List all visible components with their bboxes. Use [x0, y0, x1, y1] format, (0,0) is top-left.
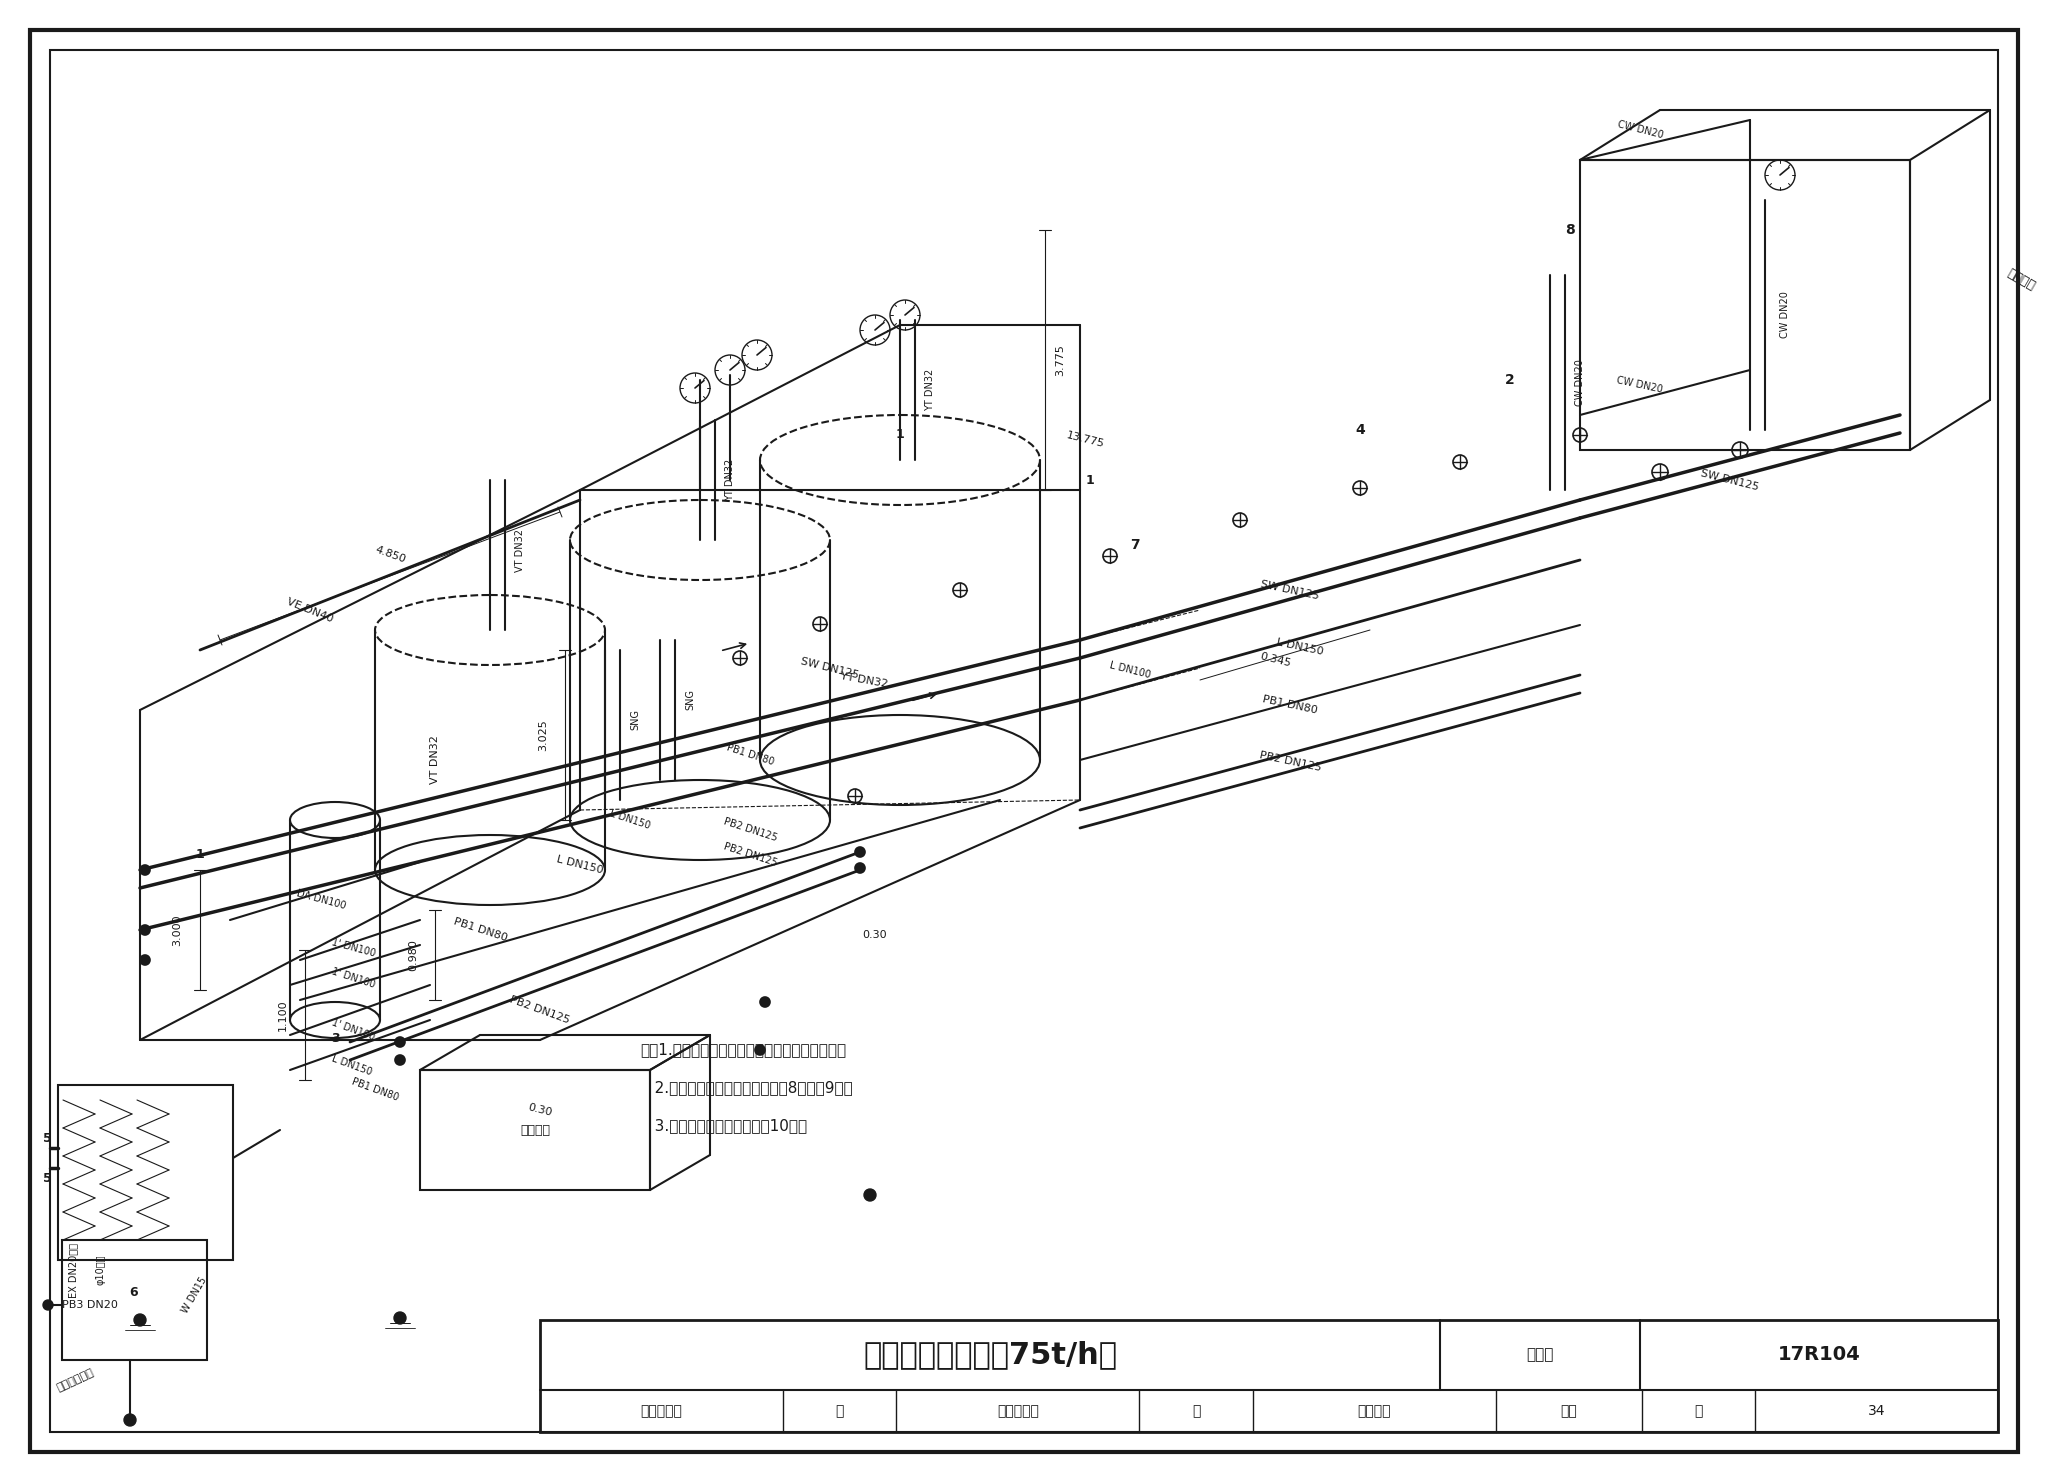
Circle shape	[756, 1045, 766, 1055]
Text: 页: 页	[1694, 1403, 1702, 1418]
Text: 心达: 心达	[1561, 1403, 1577, 1418]
Text: YT DN32: YT DN32	[840, 671, 889, 689]
Text: PB1 DN80: PB1 DN80	[350, 1077, 399, 1103]
Text: 3.775: 3.775	[1055, 344, 1065, 376]
Text: 管道连接示意图（75t/h）: 管道连接示意图（75t/h）	[862, 1341, 1116, 1369]
Circle shape	[139, 865, 150, 874]
Text: SW DN125: SW DN125	[1260, 579, 1321, 602]
Text: PB2 DN125: PB2 DN125	[723, 842, 778, 868]
Text: 3: 3	[330, 1031, 340, 1045]
Bar	[57, 1085, 233, 1260]
Text: VT DN32: VT DN32	[430, 735, 440, 784]
Text: 帆: 帆	[836, 1403, 844, 1418]
Bar	[61, 1240, 207, 1360]
Text: YT DN32: YT DN32	[926, 369, 936, 411]
Text: 6: 6	[129, 1285, 139, 1298]
Text: 7: 7	[1130, 538, 1141, 551]
Text: 审核车卫彤: 审核车卫彤	[641, 1403, 682, 1418]
Text: VE DN40: VE DN40	[285, 596, 334, 624]
Text: 5: 5	[43, 1131, 51, 1144]
Text: 软化水箱: 软化水箱	[2005, 267, 2038, 293]
Text: 3.管道名称及管段号详见第10页。: 3.管道名称及管段号详见第10页。	[639, 1119, 807, 1134]
Text: PB2 DN125: PB2 DN125	[508, 994, 571, 1026]
Text: CW DN20: CW DN20	[1616, 375, 1663, 394]
Text: SNG: SNG	[684, 689, 694, 710]
Text: SW DN125: SW DN125	[1700, 468, 1759, 492]
Bar	[1579, 160, 1911, 451]
Circle shape	[395, 1037, 406, 1046]
Text: 来自自来水管: 来自自来水管	[55, 1366, 96, 1393]
Text: 17R104: 17R104	[1778, 1346, 1860, 1365]
Text: SNG: SNG	[631, 710, 639, 731]
Circle shape	[864, 1189, 877, 1200]
Text: 图集号: 图集号	[1526, 1347, 1554, 1362]
Circle shape	[393, 1312, 406, 1323]
Text: CW DN20: CW DN20	[1780, 292, 1790, 338]
Text: SW DN125: SW DN125	[801, 657, 860, 680]
Text: 0.980: 0.980	[408, 940, 418, 971]
Text: 注：1.真空抽气管与真空泵进气管接口对焊焊接。: 注：1.真空抽气管与真空泵进气管接口对焊焊接。	[639, 1042, 846, 1058]
Text: 1: 1	[1085, 474, 1094, 486]
Text: 34: 34	[1868, 1403, 1886, 1418]
Text: 1' DN100: 1' DN100	[330, 966, 377, 990]
Text: 1.100: 1.100	[279, 999, 289, 1031]
Circle shape	[125, 1414, 135, 1426]
Text: 校对安玉生: 校对安玉生	[997, 1403, 1038, 1418]
Bar	[541, 1320, 1999, 1432]
Circle shape	[854, 863, 864, 873]
Text: 3.000: 3.000	[172, 914, 182, 946]
Circle shape	[139, 925, 150, 935]
Circle shape	[395, 1055, 406, 1066]
Circle shape	[139, 954, 150, 965]
Text: L DN150: L DN150	[330, 1054, 373, 1077]
Text: YT DN32: YT DN32	[725, 459, 735, 501]
Text: L DN150: L DN150	[1276, 637, 1325, 657]
Text: 0.30: 0.30	[526, 1103, 553, 1117]
Text: 13.775: 13.775	[1065, 430, 1106, 449]
Text: 4.850: 4.850	[373, 545, 408, 565]
Text: EX DN20软管: EX DN20软管	[68, 1242, 78, 1298]
Text: PB1 DN80: PB1 DN80	[725, 742, 774, 768]
Circle shape	[43, 1300, 53, 1310]
Text: 1: 1	[895, 428, 905, 442]
Text: 设计刘达: 设计刘达	[1358, 1403, 1391, 1418]
Circle shape	[854, 848, 864, 857]
Text: 0.30: 0.30	[862, 931, 887, 940]
Text: CW DN20: CW DN20	[1616, 120, 1663, 141]
Text: 0.345: 0.345	[1257, 651, 1292, 668]
Text: DA DN100: DA DN100	[295, 889, 346, 911]
Text: 3.025: 3.025	[539, 719, 549, 751]
Text: 2.设备名称、编号及图例详见第8页、第9页。: 2.设备名称、编号及图例详见第8页、第9页。	[639, 1080, 852, 1095]
Text: VT DN32: VT DN32	[514, 529, 524, 572]
Text: 4: 4	[1356, 422, 1364, 437]
Text: 2: 2	[1505, 373, 1516, 387]
Text: PB3 DN20: PB3 DN20	[61, 1300, 119, 1310]
Text: L DN100: L DN100	[1108, 659, 1151, 680]
Text: 1: 1	[197, 849, 205, 861]
Text: PB1 DN80: PB1 DN80	[453, 916, 508, 944]
Text: PB2 DN125: PB2 DN125	[1257, 750, 1321, 774]
Text: φ10软管: φ10软管	[94, 1255, 104, 1285]
Circle shape	[133, 1315, 145, 1326]
Bar	[420, 1070, 649, 1190]
Circle shape	[760, 997, 770, 1006]
Text: L DN150: L DN150	[555, 855, 604, 876]
Text: PB2 DN125: PB2 DN125	[723, 817, 778, 843]
Text: CW DN20: CW DN20	[1575, 360, 1585, 406]
Text: 除氧水箱: 除氧水箱	[520, 1123, 551, 1137]
Text: 5: 5	[43, 1171, 51, 1184]
Text: PB1 DN80: PB1 DN80	[1262, 694, 1319, 716]
Text: L DN150: L DN150	[608, 809, 651, 831]
Text: 1' DN100: 1' DN100	[330, 937, 377, 959]
Text: W DN15: W DN15	[180, 1275, 209, 1315]
Text: 柜: 柜	[1192, 1403, 1200, 1418]
Text: 1' DN100: 1' DN100	[330, 1018, 377, 1042]
Text: 8: 8	[1565, 222, 1575, 237]
